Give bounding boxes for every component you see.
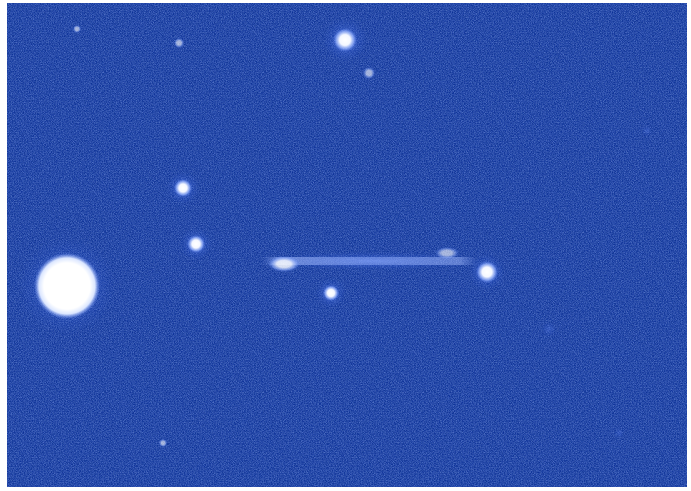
bright-star-left [19, 238, 115, 334]
star-field-image [7, 3, 687, 487]
sky-noise-light [7, 3, 687, 487]
star-mid-left-lower [180, 228, 212, 260]
star-right-of-streak [469, 254, 505, 290]
faint-linear-trail [262, 247, 482, 272]
star-top [323, 18, 367, 62]
faint-sources [73, 25, 652, 447]
star-mid-left-upper [167, 172, 199, 204]
star-below-streak [316, 278, 346, 308]
